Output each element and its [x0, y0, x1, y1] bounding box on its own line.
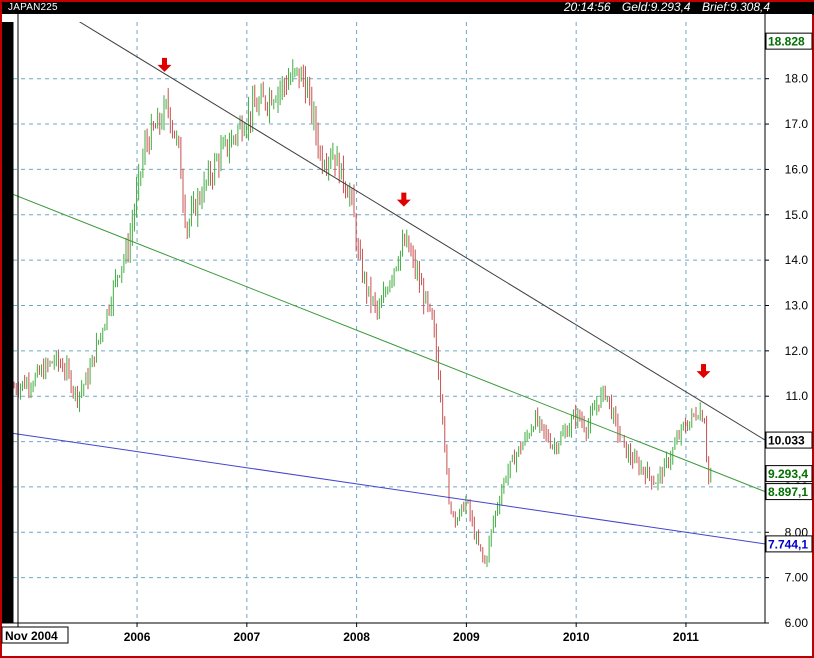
y-tick-label: 18.0 — [785, 72, 809, 86]
x-tick-label: 2009 — [453, 630, 480, 644]
price-badges: 18.828 10.033 9.293,4 8.897,1 7.744,1 — [765, 32, 813, 553]
y-tick-label: 12.0 — [785, 344, 809, 358]
price-badge: 8.897,1 — [765, 483, 813, 501]
y-tick-label: 14.0 — [785, 253, 809, 267]
symbol-label: JAPAN225 — [8, 2, 58, 13]
y-tick-label: 13.0 — [785, 298, 809, 312]
trendline[interactable] — [13, 193, 765, 493]
x-tick-label: 2010 — [563, 630, 590, 644]
price-badge-label: 9.293,4 — [768, 467, 808, 481]
quote-bar: 20:14:56 Geld:9.293,4 Brief:9.308,4 — [556, 0, 770, 14]
down-arrow-icon — [396, 192, 411, 207]
down-arrow-icon — [157, 57, 172, 72]
price-badge: 9.293,4 — [765, 465, 813, 483]
y-tick-label: 15.0 — [785, 208, 809, 222]
y-tick-label: 17.0 — [785, 117, 809, 131]
start-date-badge: Nov 2004 — [1, 626, 69, 644]
price-badge-label: 18.828 — [768, 35, 805, 49]
x-tick-label: 2007 — [233, 630, 260, 644]
chart-header: JAPAN225 20:14:56 Geld:9.293,4 Brief:9.3… — [4, 0, 814, 15]
plot-area[interactable] — [13, 22, 765, 623]
price-badge-label: 7.744,1 — [768, 537, 808, 551]
x-tick-label: 2011 — [673, 630, 699, 644]
price-badge-label: 10.033 — [768, 434, 805, 448]
quote-ask: Brief:9.308,4 — [701, 0, 770, 14]
price-badge: 7.744,1 — [765, 535, 813, 553]
quote-time: 20:14:56 — [563, 0, 611, 14]
y-tick-label: 16.0 — [785, 162, 809, 176]
start-date-label: Nov 2004 — [5, 629, 58, 643]
trendline[interactable] — [13, 0, 765, 441]
x-axis: 2006 2007 2008 2009 2010 2011 — [124, 623, 699, 644]
y-tick-label: 11.0 — [786, 389, 809, 403]
price-badge-label: 8.897,1 — [768, 485, 808, 499]
price-badge: 18.828 — [765, 32, 813, 50]
y-tick-label: 6.00 — [785, 616, 809, 630]
trendline[interactable] — [13, 432, 765, 545]
price-badge: 10.033 — [765, 431, 813, 449]
quote-bid: Geld:9.293,4 — [621, 0, 691, 14]
x-tick-label: 2006 — [124, 630, 151, 644]
top-strip — [2, 14, 765, 22]
bottom-axis-panel — [2, 623, 765, 656]
right-axis-panel — [765, 14, 812, 656]
trendlines — [13, 0, 765, 545]
x-tick-label: 2008 — [343, 630, 370, 644]
down-arrow-icon — [696, 364, 711, 379]
y-tick-label: 7.00 — [785, 571, 809, 585]
annotation-arrows — [157, 57, 711, 379]
grid — [13, 22, 765, 624]
